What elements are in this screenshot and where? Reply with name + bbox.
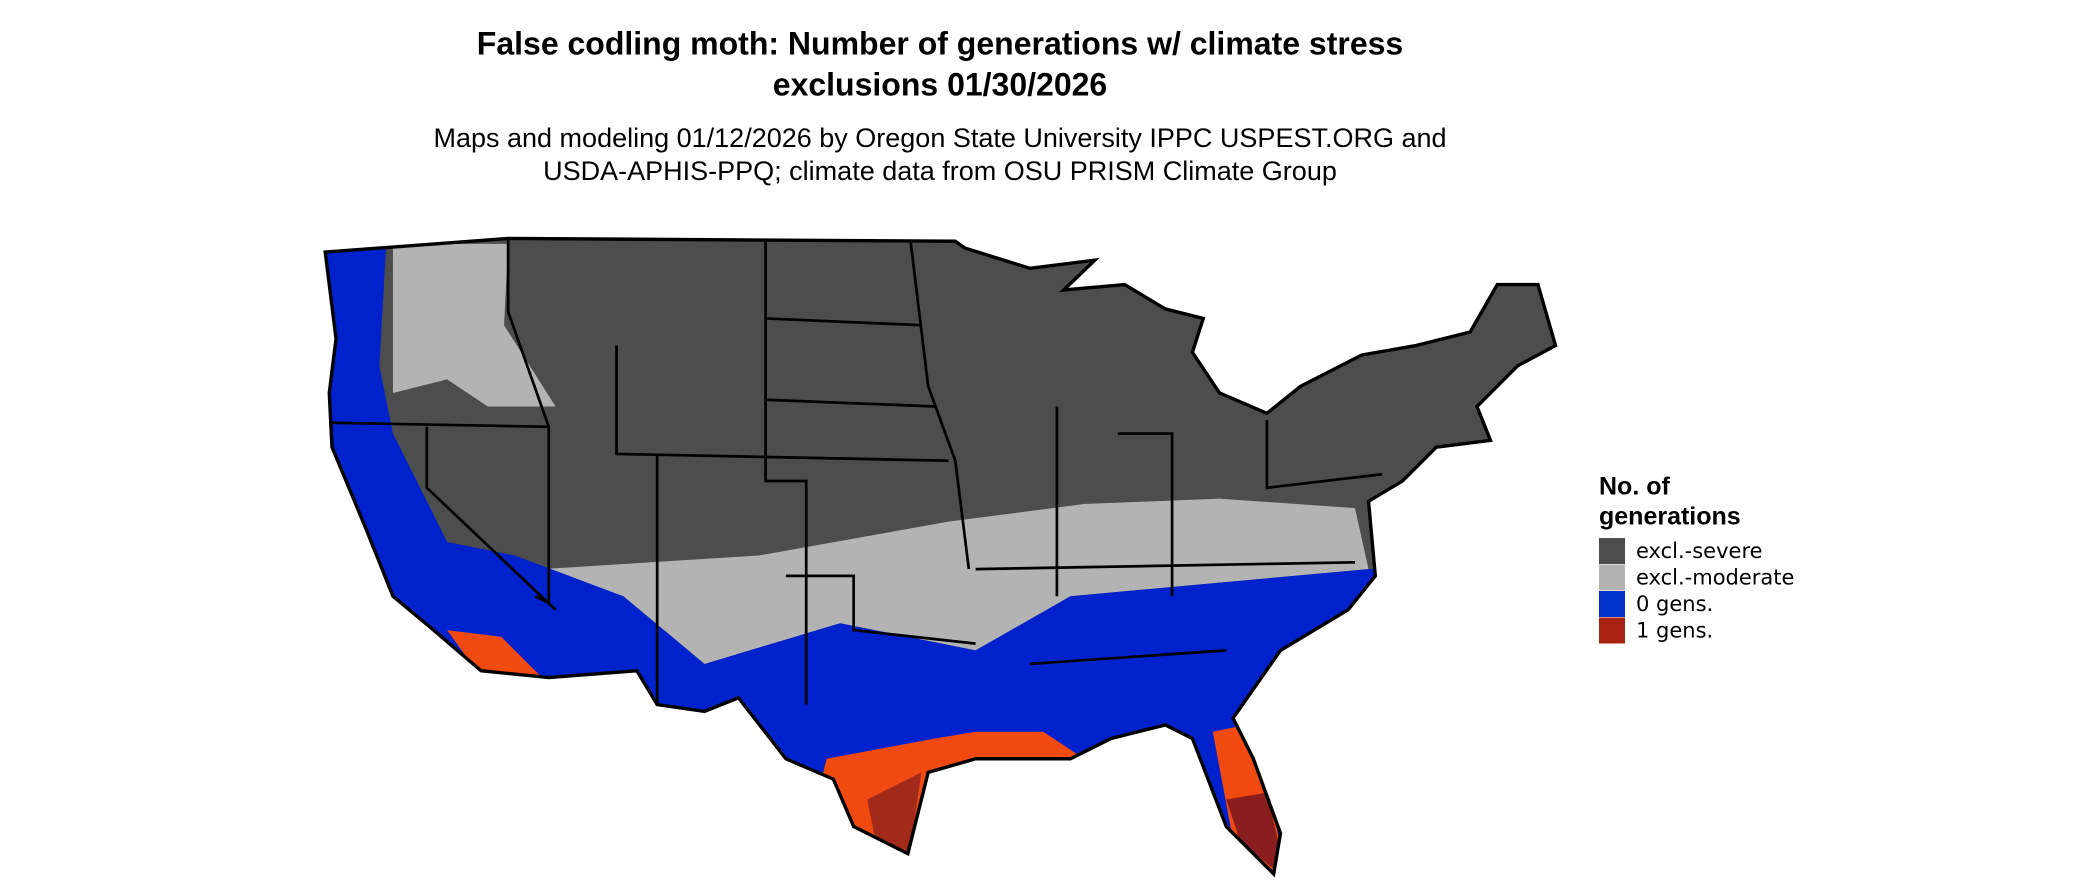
- state-lines: [331, 238, 1383, 705]
- legend-swatch: [1599, 617, 1625, 644]
- legend: No. of generations excl.-severe excl.-mod…: [1599, 473, 1794, 644]
- legend-title: No. of: [1599, 473, 1670, 501]
- legend-label: excl.-severe: [1636, 539, 1763, 563]
- map: [323, 236, 1558, 876]
- title: exclusions 01/30/2026: [773, 66, 1107, 102]
- legend-label: excl.-moderate: [1636, 566, 1794, 590]
- legend-swatch: [1599, 591, 1625, 617]
- legend-swatch: [1599, 564, 1625, 591]
- subtitle: USDA-APHIS-PPQ; climate data from OSU PR…: [543, 156, 1337, 186]
- map-fill: [325, 238, 1556, 874]
- title: False codling moth: Number of generation…: [477, 25, 1403, 61]
- legend-swatch: [1599, 538, 1625, 564]
- legend-title: generations: [1599, 503, 1741, 531]
- legend-label: 1 gens.: [1636, 619, 1713, 643]
- legend-label: 0 gens.: [1636, 592, 1713, 616]
- subtitle: Maps and modeling 01/12/2026 by Oregon S…: [433, 123, 1446, 153]
